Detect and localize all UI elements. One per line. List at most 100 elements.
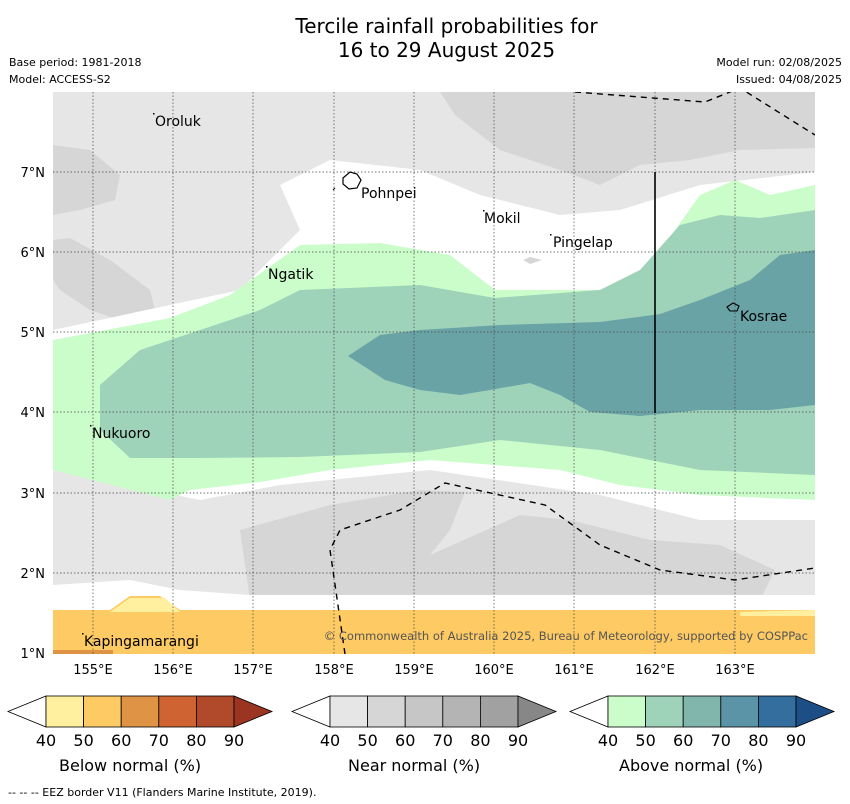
pohnpei-island-outline (342, 171, 362, 190)
colorbar-above-segment (682, 695, 722, 728)
label-pingelap: Pingelap (553, 235, 613, 251)
colorbar-near-segment (442, 695, 481, 728)
colorbar-above-segment (758, 695, 797, 728)
colorbar-near-tick-label: 90 (508, 731, 528, 750)
model-name: Model: ACCESS-S2 (9, 73, 111, 86)
below-normal-50-region (53, 596, 815, 654)
colorbar-below-tick-label: 50 (73, 731, 93, 750)
colorbar-near-title: Near normal (%) (348, 756, 481, 775)
place-markers (82, 113, 552, 635)
svg-text:156°E: 156°E (153, 663, 193, 678)
colorbar-below-normal: 40 50 60 70 80 90 (6, 695, 274, 750)
colorbar-below-segment (83, 695, 122, 728)
label-kosrae: Kosrae (740, 309, 787, 325)
near-normal-50-region-sw (53, 238, 155, 322)
label-ngatik: Ngatik (268, 267, 314, 283)
svg-text:159°E: 159°E (394, 663, 434, 678)
colorbar-above-tick-label: 40 (598, 731, 618, 750)
colorbar-above-segment (720, 695, 759, 728)
label-pohnpei: Pohnpei (361, 186, 417, 202)
colorbar-near-segment (329, 695, 368, 728)
colorbar-above-segment (645, 695, 684, 728)
colorbar-above-tick-label: 90 (786, 731, 806, 750)
colorbar-near-tick-label: 40 (320, 731, 340, 750)
colorbar-above-tick-label: 60 (673, 731, 693, 750)
map-plot-area (53, 92, 815, 654)
colorbar-below-tick-label: 70 (149, 731, 169, 750)
colorbar-below-tick-label: 40 (36, 731, 56, 750)
near-normal-50-region-south (240, 490, 775, 612)
label-kapingamarangi: Kapingamarangi (84, 634, 199, 650)
colorbar-above-min-triangle (568, 695, 609, 728)
colorbar-below-tick-label: 60 (111, 731, 131, 750)
colorbar-near-segment (404, 695, 444, 728)
kosrae-island-outline (726, 302, 740, 312)
eez-border (329, 92, 815, 654)
svg-text:161°E: 161°E (554, 663, 594, 678)
colorbar-near-min-triangle (290, 695, 331, 728)
meta-left: Base period: 1981-2018 Model: ACCESS-S2 (9, 54, 141, 88)
label-mokil: Mokil (484, 211, 521, 227)
svg-text:2°N: 2°N (21, 567, 46, 582)
svg-text:6°N: 6°N (21, 246, 46, 261)
latitude-tick-labels: 7°N 6°N 5°N 4°N 3°N 2°N 1°N (21, 166, 46, 662)
base-period: Base period: 1981-2018 (9, 56, 142, 69)
colorbar-below-segment (158, 695, 197, 728)
svg-text:162°E: 162°E (635, 663, 675, 678)
colorbar-below-segment (120, 695, 160, 728)
issued-date: Issued: 04/08/2025 (735, 73, 842, 86)
above-normal-60-region (348, 250, 815, 416)
gridlines (53, 92, 815, 654)
svg-text:3°N: 3°N (21, 487, 46, 502)
colorbar-near-normal: 40 50 60 70 80 90 (290, 695, 558, 750)
copyright-notice: © Commonwealth of Australia 2025, Bureau… (324, 629, 808, 643)
meta-right: Model run: 02/08/2025 Issued: 04/08/2025 (716, 54, 842, 88)
colorbar-below-title: Below normal (%) (59, 756, 202, 775)
below-normal-40-patch-east (740, 610, 815, 616)
label-oroluk: Oroluk (155, 114, 202, 130)
near-normal-50-region-north (440, 92, 815, 185)
svg-text:155°E: 155°E (73, 663, 113, 678)
svg-text:7°N: 7°N (21, 166, 46, 181)
colorbar-above-max-triangle (795, 695, 836, 728)
colorbar-below-tick-label: 80 (186, 731, 206, 750)
colorbar-near-max-triangle (517, 695, 558, 728)
longitude-tick-labels: 155°E 156°E 157°E 158°E 159°E 160°E 161°… (73, 663, 755, 678)
colorbar-above-tick-label: 80 (748, 731, 768, 750)
eez-footnote: -- -- -- EEZ border V11 (Flanders Marine… (8, 786, 317, 799)
colorbar-below-max-triangle (233, 695, 274, 728)
colorbar-above-title: Above normal (%) (619, 756, 764, 775)
label-nukuoro: Nukuoro (92, 426, 150, 442)
climatology-band-south (53, 580, 815, 612)
colorbar-above-normal: 40 50 60 70 80 90 (568, 695, 836, 750)
colorbar-near-segment (367, 695, 406, 728)
colorbar-above-tick-label: 70 (711, 731, 731, 750)
model-run: Model run: 02/08/2025 (716, 56, 842, 69)
title-line-1: Tercile rainfall probabilities for (295, 14, 598, 38)
colorbar-near-tick-label: 80 (470, 731, 490, 750)
colorbar-above-segment (607, 695, 646, 728)
colorbar-near-tick-label: 70 (433, 731, 453, 750)
svg-text:163°E: 163°E (715, 663, 755, 678)
near-normal-50-region-west (53, 145, 120, 215)
svg-text:157°E: 157°E (233, 663, 273, 678)
colorbar-below-tick-label: 90 (224, 731, 244, 750)
svg-text:5°N: 5°N (21, 326, 46, 341)
colorbar-near-tick-label: 50 (357, 731, 377, 750)
below-normal-40-patch-west (110, 598, 180, 612)
colorbar-near-tick-label: 60 (395, 731, 415, 750)
map-title: Tercile rainfall probabilities for 16 to… (0, 14, 850, 62)
svg-text:160°E: 160°E (474, 663, 514, 678)
svg-text:158°E: 158°E (314, 663, 354, 678)
ant-atoll-mark (332, 187, 336, 191)
place-labels: Oroluk Pohnpei Mokil Pingelap Ngatik Kos… (84, 114, 787, 650)
colorbar-above-tick-label: 50 (635, 731, 655, 750)
title-line-2: 16 to 29 August 2025 (337, 38, 556, 62)
svg-text:4°N: 4°N (21, 406, 46, 421)
svg-text:1°N: 1°N (21, 647, 46, 662)
small-near-normal-patch (523, 257, 542, 264)
colorbar-below-segment (45, 695, 84, 728)
colorbar-below-min-triangle (6, 695, 47, 728)
colorbar-near-segment (479, 695, 519, 728)
